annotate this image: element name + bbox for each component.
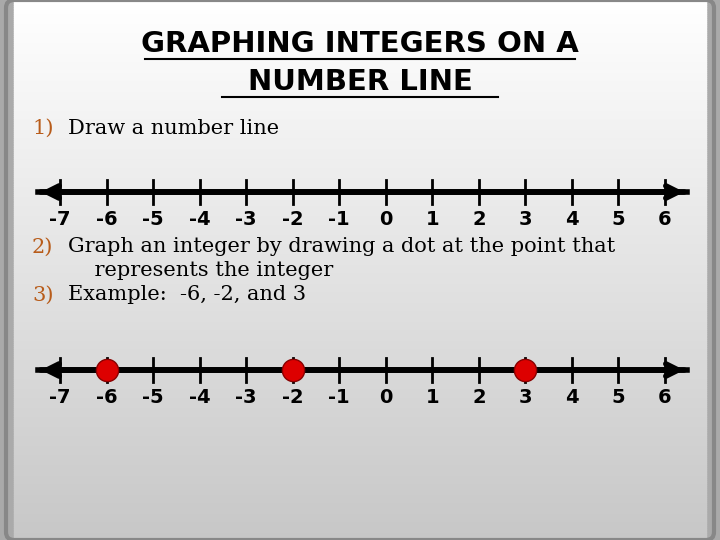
Text: 2): 2): [32, 238, 53, 256]
Text: -4: -4: [189, 210, 210, 229]
Text: Graph an integer by drawing a dot at the point that: Graph an integer by drawing a dot at the…: [68, 238, 616, 256]
Text: -6: -6: [96, 210, 117, 229]
Text: 0: 0: [379, 388, 392, 407]
Text: -5: -5: [143, 210, 164, 229]
Text: 4: 4: [565, 210, 579, 229]
Text: 3: 3: [518, 210, 532, 229]
Text: GRAPHING INTEGERS ON A: GRAPHING INTEGERS ON A: [141, 30, 579, 58]
Text: -6: -6: [96, 388, 117, 407]
Text: 6: 6: [658, 388, 672, 407]
Text: NUMBER LINE: NUMBER LINE: [248, 68, 472, 96]
Text: -5: -5: [143, 388, 164, 407]
Text: Example:  -6, -2, and 3: Example: -6, -2, and 3: [68, 286, 306, 305]
Text: -2: -2: [282, 210, 304, 229]
Text: 3): 3): [32, 286, 53, 305]
Text: 5: 5: [612, 388, 625, 407]
Text: represents the integer: represents the integer: [68, 260, 333, 280]
Text: 5: 5: [612, 210, 625, 229]
Text: -3: -3: [235, 388, 257, 407]
Text: 1: 1: [426, 388, 439, 407]
Text: -1: -1: [328, 210, 350, 229]
Text: 1): 1): [32, 118, 53, 138]
Text: 3: 3: [518, 388, 532, 407]
Text: 4: 4: [565, 388, 579, 407]
Text: -2: -2: [282, 388, 304, 407]
Text: 0: 0: [379, 210, 392, 229]
Text: 6: 6: [658, 210, 672, 229]
Text: -4: -4: [189, 388, 210, 407]
Text: Draw a number line: Draw a number line: [68, 118, 279, 138]
Text: 1: 1: [426, 210, 439, 229]
Text: -7: -7: [49, 210, 71, 229]
Text: -3: -3: [235, 210, 257, 229]
Text: 2: 2: [472, 210, 486, 229]
Text: 2: 2: [472, 388, 486, 407]
Text: -1: -1: [328, 388, 350, 407]
Text: -7: -7: [49, 388, 71, 407]
